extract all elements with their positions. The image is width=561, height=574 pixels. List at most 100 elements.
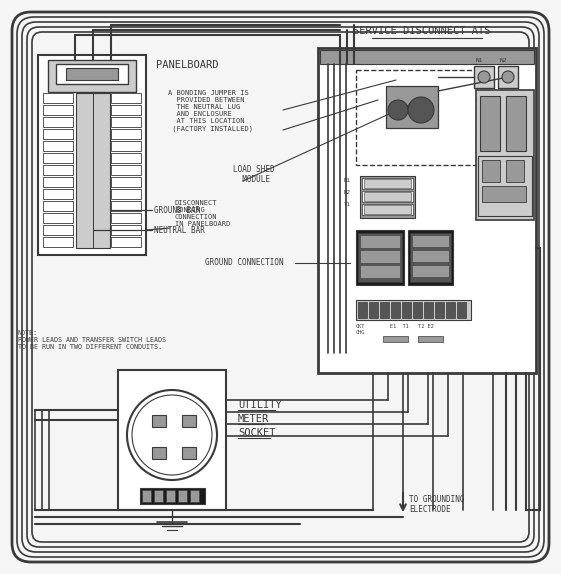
Bar	[111, 141, 141, 151]
Bar	[457, 302, 466, 318]
Bar	[356, 230, 404, 285]
Bar	[383, 336, 408, 342]
Bar	[111, 189, 141, 199]
Bar	[182, 447, 196, 459]
Bar	[111, 201, 141, 211]
Text: PANELBOARD: PANELBOARD	[156, 60, 218, 70]
Bar	[364, 179, 411, 188]
Bar	[142, 490, 151, 502]
Text: DISCONNECT
BONDING
CONNECTION
IN PANELBOARD: DISCONNECT BONDING CONNECTION IN PANELBO…	[175, 200, 230, 227]
Bar	[118, 370, 226, 510]
Bar	[386, 86, 438, 128]
Circle shape	[388, 100, 408, 120]
Text: GROUND BAR: GROUND BAR	[154, 206, 200, 215]
Bar	[43, 153, 73, 163]
Bar	[111, 225, 141, 235]
Bar	[474, 66, 494, 88]
Bar	[111, 237, 141, 247]
Bar	[391, 302, 400, 318]
Bar	[424, 302, 433, 318]
Bar	[43, 165, 73, 175]
Bar	[38, 55, 146, 255]
Bar	[43, 141, 73, 151]
Bar	[410, 233, 451, 282]
Text: LOAD SHED
  MODULE: LOAD SHED MODULE	[233, 165, 275, 184]
Bar	[478, 156, 532, 216]
Bar	[43, 237, 73, 247]
Text: SERVICE DISCONNECT ATS: SERVICE DISCONNECT ATS	[353, 26, 491, 36]
Bar	[360, 235, 400, 248]
Bar	[318, 48, 536, 373]
Bar	[360, 176, 415, 218]
Bar	[111, 105, 141, 115]
Bar	[369, 302, 378, 318]
Bar	[482, 160, 500, 182]
Text: TO GROUNDING
ELECTRODE: TO GROUNDING ELECTRODE	[409, 495, 465, 514]
Bar	[166, 490, 175, 502]
Circle shape	[478, 71, 490, 83]
Bar	[408, 230, 453, 285]
Bar	[360, 265, 400, 278]
Text: A BONDING JUMPER IS
  PROVIDED BETWEEN
  THE NEUTRAL LUG
  AND ENCLOSURE
  AT TH: A BONDING JUMPER IS PROVIDED BETWEEN THE…	[168, 90, 253, 131]
Text: N1: N1	[476, 58, 484, 63]
Bar	[66, 68, 118, 80]
Bar	[476, 90, 534, 220]
Bar	[446, 302, 455, 318]
Bar	[356, 70, 476, 165]
Text: N2: N2	[344, 190, 351, 195]
Bar	[402, 302, 411, 318]
Bar	[412, 250, 449, 262]
Bar	[360, 250, 400, 263]
Bar	[111, 153, 141, 163]
Bar	[364, 205, 411, 214]
Bar	[356, 300, 471, 320]
Bar	[43, 213, 73, 223]
Text: UTILITY: UTILITY	[238, 400, 282, 410]
Text: T1: T1	[344, 202, 351, 207]
Text: NEUTRAL BAR: NEUTRAL BAR	[154, 226, 205, 235]
Bar	[498, 66, 518, 88]
Bar	[111, 165, 141, 175]
Bar	[154, 490, 163, 502]
Text: CHG: CHG	[356, 330, 365, 335]
Bar	[412, 235, 449, 247]
Bar	[435, 302, 444, 318]
Text: SOCKET: SOCKET	[238, 428, 275, 438]
Bar	[190, 490, 199, 502]
Bar	[362, 204, 413, 215]
Bar	[412, 265, 449, 277]
Text: GROUND CONNECTION: GROUND CONNECTION	[205, 258, 284, 267]
Text: NOTE:
POWER LEADS AND TRANSFER SWITCH LEADS
TO BE RUN IN TWO DIFFERENT CONDUITS.: NOTE: POWER LEADS AND TRANSFER SWITCH LE…	[18, 330, 166, 350]
Circle shape	[127, 390, 217, 480]
Text: E1  T1   T2 E2: E1 T1 T2 E2	[390, 324, 434, 329]
Text: METER: METER	[238, 414, 269, 424]
Text: CKT: CKT	[356, 324, 365, 329]
Bar	[43, 201, 73, 211]
Bar	[43, 129, 73, 139]
Bar	[152, 415, 166, 427]
Bar	[111, 129, 141, 139]
Bar	[76, 93, 110, 248]
Circle shape	[408, 97, 434, 123]
Text: N1: N1	[344, 178, 351, 183]
Bar	[56, 64, 128, 84]
Bar	[43, 93, 73, 103]
Bar	[358, 233, 402, 282]
Bar	[43, 225, 73, 235]
Bar	[43, 117, 73, 127]
Bar	[482, 186, 526, 202]
Bar	[364, 192, 411, 201]
Bar	[182, 415, 196, 427]
Bar	[320, 50, 534, 64]
Bar	[111, 213, 141, 223]
Bar	[43, 189, 73, 199]
Bar	[418, 336, 443, 342]
Bar	[506, 96, 526, 151]
Circle shape	[502, 71, 514, 83]
Bar	[48, 60, 136, 92]
Bar	[140, 488, 205, 504]
Bar	[178, 490, 187, 502]
Bar	[362, 178, 413, 189]
Bar	[43, 105, 73, 115]
Bar	[362, 191, 413, 202]
